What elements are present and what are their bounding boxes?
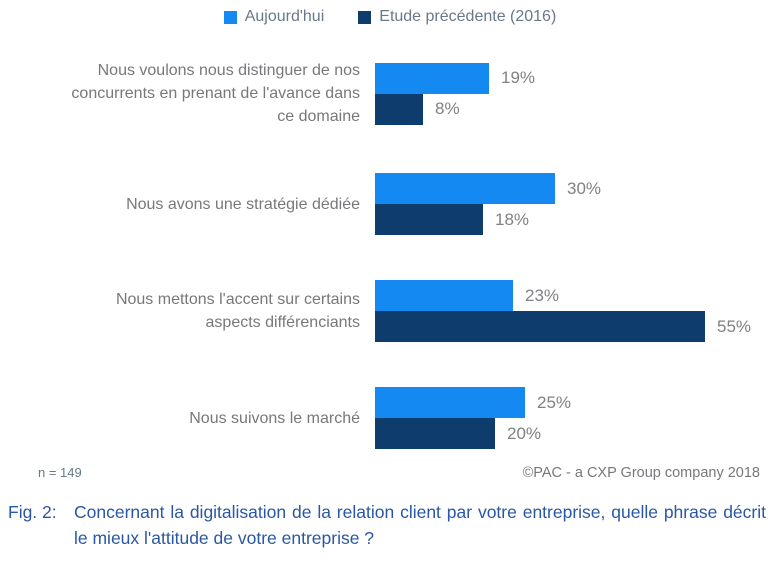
bar-value-label: 55% — [717, 316, 752, 336]
category-label: Nous mettons l'accent sur certains aspec… — [115, 291, 360, 331]
bar-row: 18% — [375, 204, 780, 235]
bar-value-label: 8% — [435, 99, 460, 118]
bar-group: Nous avons une stratégie dédiée 30% 18% — [0, 173, 780, 235]
bar-etude-precedente — [375, 418, 495, 449]
bar-value-label: 30% — [567, 178, 602, 198]
bar-etude-precedente — [375, 93, 423, 125]
bar-group: Nous voulons nous distinguer de nos conc… — [0, 59, 780, 128]
legend-item: Aujourd'hui — [223, 8, 325, 26]
caption-text: Concernant la digitalisation de la relat… — [74, 502, 766, 548]
bar-value-label: 23% — [525, 285, 560, 305]
category-label: Nous suivons le marché — [189, 409, 360, 427]
legend-swatch-icon — [223, 10, 237, 24]
bar-value-label: 19% — [501, 68, 536, 87]
bar-etude-precedente — [375, 311, 705, 342]
bar-aujourdhui — [375, 387, 525, 418]
bar-aujourdhui — [375, 280, 513, 311]
sample-size: n = 149 — [38, 465, 82, 480]
source-credit: ©PAC - a CXP Group company 2018 — [522, 465, 760, 481]
category-label: Nous avons une stratégie dédiée — [126, 195, 360, 213]
legend-label: Etude précédente (2016) — [379, 8, 557, 25]
bar-group: Nous mettons l'accent sur certains aspec… — [0, 280, 780, 342]
meta-row: n = 149 ©PAC - a CXP Group company 2018 — [0, 465, 780, 481]
legend-item: Etude précédente (2016) — [358, 8, 556, 26]
bar-row: 19% — [375, 62, 780, 94]
category-label: Nous voulons nous distinguer de nos conc… — [71, 62, 360, 125]
bar-pair: 19% 8% — [375, 62, 780, 125]
bar-row: 25% — [375, 387, 780, 418]
bar-aujourdhui — [375, 62, 489, 94]
bar-row: 30% — [375, 173, 780, 204]
caption-fig-label: Fig. 2: — [8, 502, 57, 522]
bar-row: 23% — [375, 280, 780, 311]
bar-aujourdhui — [375, 173, 555, 204]
bar-chart: Nous voulons nous distinguer de nos conc… — [0, 59, 780, 449]
bar-value-label: 25% — [537, 392, 572, 412]
bar-row: 8% — [375, 93, 780, 125]
figure-caption: Fig. 2: Concernant la digitalisation de … — [0, 499, 780, 551]
bar-pair: 30% 18% — [375, 173, 780, 235]
bar-etude-precedente — [375, 204, 483, 235]
legend-label: Aujourd'hui — [244, 8, 325, 25]
legend: Aujourd'hui Etude précédente (2016) — [0, 0, 780, 26]
bar-pair: 23% 55% — [375, 280, 780, 342]
bar-group: Nous suivons le marché 25% 20% — [0, 387, 780, 449]
bar-value-label: 20% — [507, 423, 542, 443]
bar-value-label: 18% — [495, 209, 530, 229]
bar-row: 20% — [375, 418, 780, 449]
bar-row: 55% — [375, 311, 780, 342]
legend-swatch-icon — [358, 10, 372, 24]
bar-pair: 25% 20% — [375, 387, 780, 449]
